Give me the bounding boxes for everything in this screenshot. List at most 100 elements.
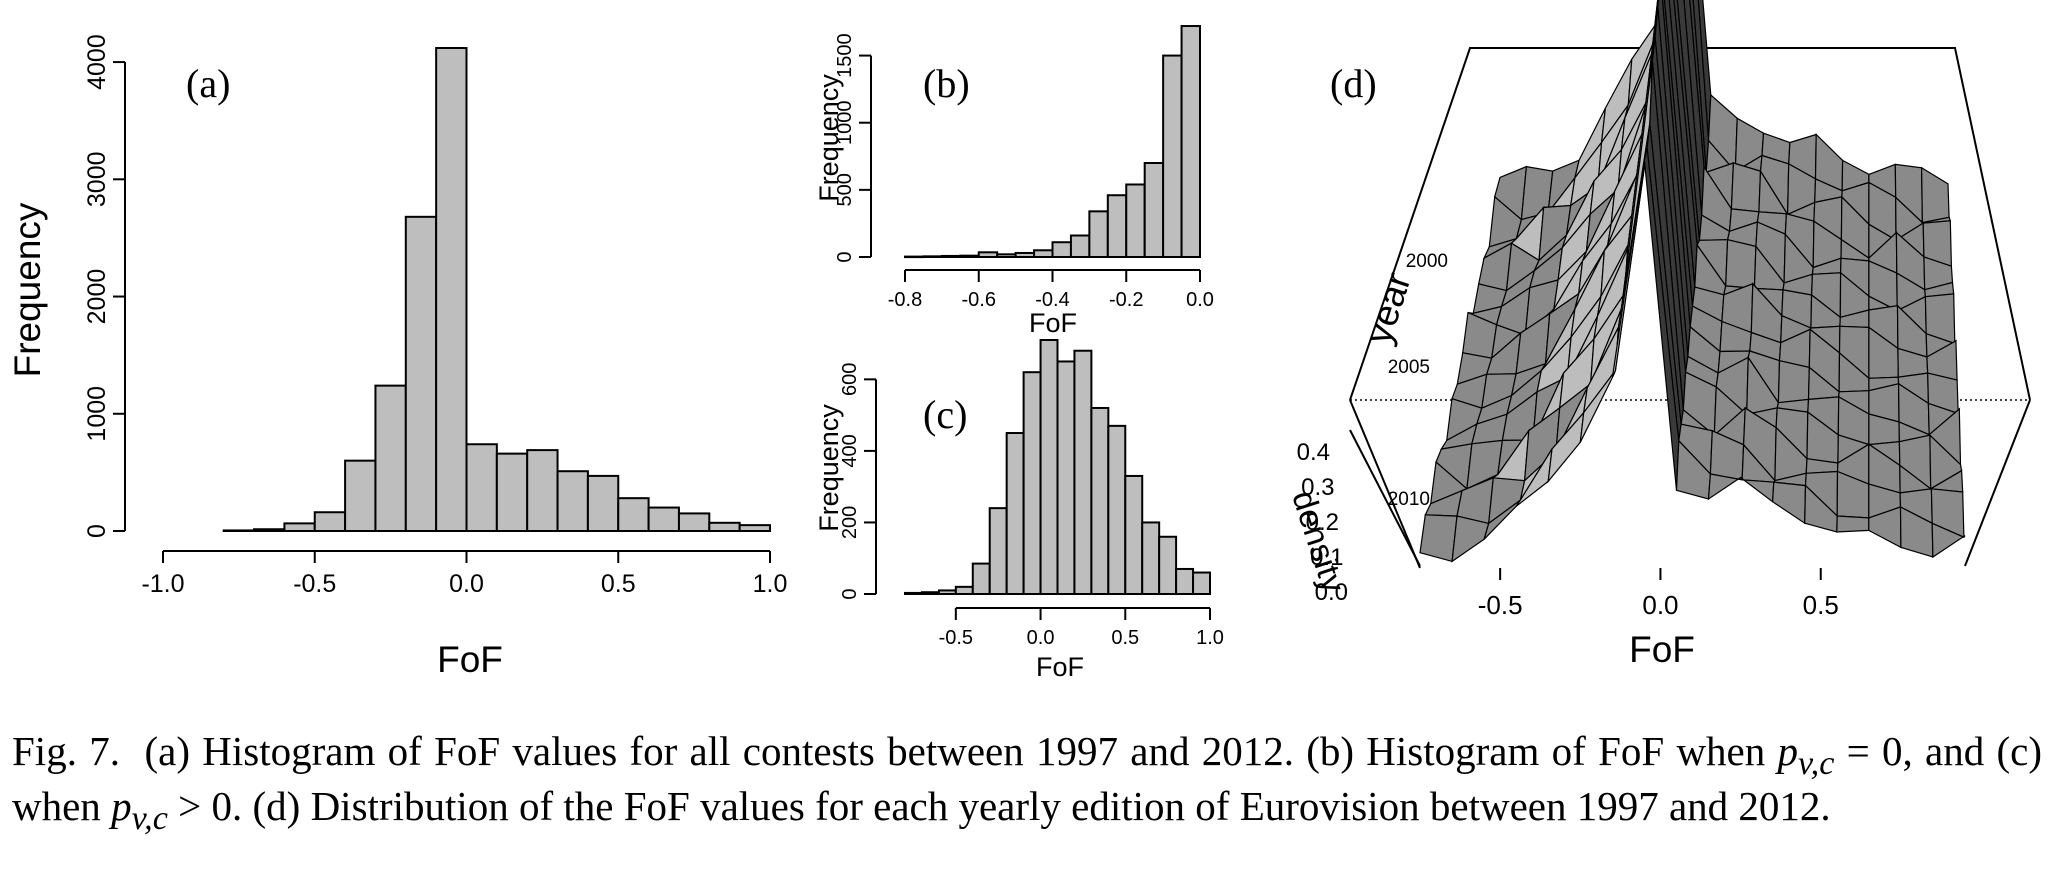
year-tick-label: 2010	[1388, 489, 1430, 510]
x-tick-label-d: 0.0	[1642, 590, 1678, 620]
density-axis-line	[1349, 429, 1421, 567]
panel-label-b: (b)	[923, 61, 970, 106]
histogram-a-bar	[586, 474, 620, 532]
bounding-box-back	[1349, 47, 2031, 401]
histogram-a-bar	[677, 512, 711, 532]
histogram-c-bar	[1039, 339, 1059, 595]
histogram-a-bar	[617, 497, 650, 532]
histogram-c-bar	[1158, 535, 1178, 595]
y-axis-label-b: Frequency	[814, 74, 844, 202]
y-axis-label-a: Frequency	[7, 202, 48, 377]
surface-facet	[1836, 515, 1870, 533]
histogram-c-bar	[904, 591, 923, 595]
figure-caption: Fig. 7. (a) Histogram of FoF values for …	[12, 728, 2042, 840]
histogram-a-bar	[283, 522, 316, 533]
y-tick-label-a: 2000	[83, 269, 111, 325]
histogram-c-bar	[1107, 424, 1127, 595]
histogram-c-bar	[1022, 371, 1042, 595]
y-tick-label-b: 0	[834, 251, 856, 262]
x-tick-label-c: 0.0	[1027, 627, 1055, 649]
y-tick-label-b: 500	[834, 173, 856, 206]
histogram-b-bar	[1088, 210, 1109, 258]
histogram-c-bar	[937, 589, 957, 596]
histogram-b-bar	[977, 251, 999, 259]
density-tick-label: 0.2	[1306, 509, 1339, 536]
x-tick-label-c: -0.5	[939, 627, 973, 649]
x-tick-label-a: 0.0	[449, 570, 484, 598]
histogram-a-bar	[465, 443, 498, 532]
surface-facet	[1771, 481, 1807, 525]
histogram-c-bar	[971, 562, 991, 596]
panel-label-d: (d)	[1330, 61, 1377, 106]
histogram-a-bar	[404, 215, 438, 533]
histogram-b: (b) Frequency FoF -0.8 -0.6 -0.4 -0.2 0.0 0 5…	[814, 25, 1214, 338]
histogram-a-bar	[374, 384, 407, 532]
y-tick-label-a: 1000	[83, 386, 111, 442]
histogram-c-bar	[988, 507, 1008, 595]
x-axis-label-c: FoF	[1036, 652, 1084, 682]
x-tick-label-a: 0.5	[601, 570, 636, 598]
histogram-a-bar	[495, 452, 529, 533]
histogram-a-bar	[526, 449, 559, 532]
density-tick-label: 0.1	[1310, 544, 1343, 571]
histogram-c-bar	[1005, 432, 1025, 596]
panel-label-c: (c)	[923, 392, 967, 437]
x-tick-label-a: -0.5	[293, 570, 336, 598]
histogram-b-bar	[940, 254, 962, 259]
surface-facet	[1777, 359, 1810, 404]
histogram-b-bar	[959, 254, 980, 259]
histogram-c-bar	[1141, 521, 1161, 595]
y-tick-label-a: 0	[83, 524, 111, 538]
histogram-c-bar	[1056, 360, 1076, 595]
histogram-c-bar	[1175, 567, 1195, 596]
y-tick-label-b: 1000	[834, 100, 856, 145]
density-tick-label: 0.3	[1301, 474, 1334, 501]
histogram-c-bar	[954, 585, 974, 596]
x-axis-label-a: FoF	[437, 639, 503, 680]
y-tick-label-c: 0	[839, 588, 861, 599]
density-tick-label: 0.0	[1315, 579, 1348, 606]
x-tick-label-b: -0.6	[962, 289, 996, 311]
year-axis-label-d: year	[1357, 268, 1418, 349]
x-axis-label-d: FoF	[1629, 629, 1695, 670]
histogram-c-bar	[1124, 474, 1144, 595]
surface-facet	[1730, 162, 1762, 213]
surface-facet	[1451, 515, 1490, 563]
x-tick-label-b: -0.4	[1035, 289, 1069, 311]
caption-math-sub-2: v,c	[131, 800, 168, 838]
x-axis-label-b: FoF	[1029, 308, 1077, 338]
caption-math-p-2: p	[111, 783, 132, 830]
histogram-b-bar	[1033, 249, 1054, 259]
x-tick-label-a: 1.0	[753, 570, 788, 598]
y-tick-label-c: 400	[839, 434, 861, 467]
density-axis-label-d: density	[1285, 486, 1353, 597]
y-tick-label-a: 4000	[83, 34, 111, 90]
bounding-box-left-edge	[1349, 399, 1421, 569]
histogram-a-bar	[647, 506, 680, 533]
histogram-c-bar	[1192, 571, 1211, 596]
histogram-b-bar	[1180, 25, 1201, 259]
bounding-box-right-edge	[1964, 399, 2031, 567]
histogram-b-bar	[1014, 251, 1036, 259]
y-axis-label-c: Frequency	[814, 404, 844, 532]
histogram-c-bar	[1073, 349, 1093, 595]
histogram-a-bar	[738, 524, 772, 533]
histogram-a-bar	[556, 470, 589, 532]
y-tick-label-b: 1500	[834, 33, 856, 77]
y-tick-label-c: 200	[839, 506, 861, 539]
histogram-b-bar	[904, 255, 925, 259]
x-tick-label-d: 0.5	[1803, 590, 1839, 620]
x-tick-label-a: -1.0	[141, 570, 184, 598]
caption-figure-number: Fig. 7.	[12, 728, 120, 774]
surface-facet	[1725, 238, 1757, 290]
caption-text-part-2: = 0, and (c) when	[12, 728, 2043, 830]
x-tick-label-b: -0.8	[888, 289, 922, 311]
histogram-b-bar	[1069, 234, 1091, 258]
histogram-a-bar	[344, 459, 377, 532]
histogram-c: (c) Frequency FoF -0.5 0.0 0.5 1.0 0 200 400 6…	[814, 339, 1224, 682]
year-tick-label: 2005	[1388, 357, 1430, 378]
histogram-b-bar	[1162, 54, 1183, 259]
histogram-a-bar	[222, 529, 256, 532]
surface-plot-d: -0.5 0.0 0.5 0.00.10.20.30.4 200020052010 …	[1285, 0, 2031, 670]
